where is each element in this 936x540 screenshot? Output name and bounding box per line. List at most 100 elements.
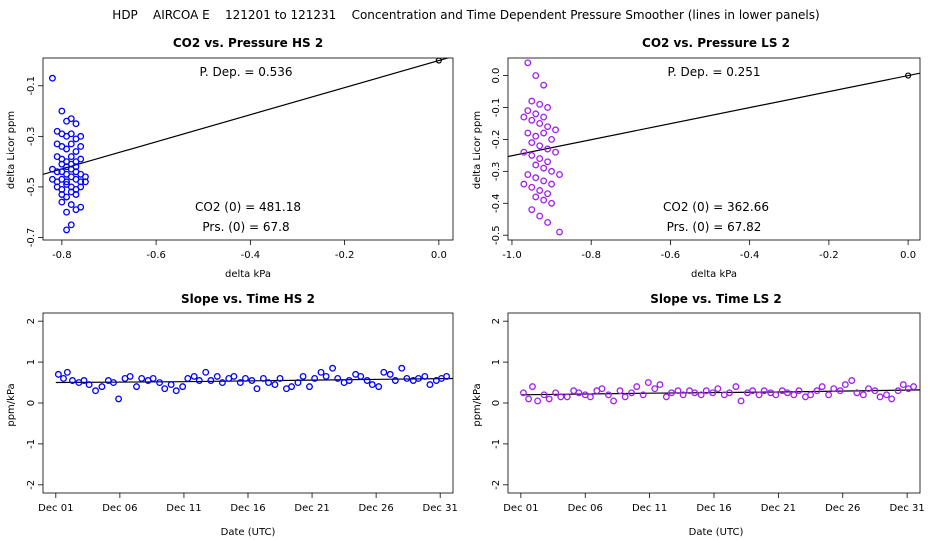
y-tick-label: -0.1	[26, 76, 37, 96]
y-tick-label: -0.5	[491, 225, 502, 245]
data-point	[536, 187, 544, 194]
data-point	[524, 129, 532, 137]
data-point	[656, 381, 664, 389]
data-point	[380, 368, 388, 376]
data-point	[172, 387, 180, 395]
data-point	[540, 81, 548, 89]
pressure-dependence-annotation: P. Dep. = 0.536	[199, 65, 292, 79]
y-tick-label: 0.0	[491, 68, 502, 84]
y-tick-label: -0.4	[491, 194, 502, 214]
data-point	[230, 372, 238, 380]
plot-area	[54, 364, 453, 403]
data-point	[610, 397, 618, 405]
x-tick-label: Dec 31	[423, 503, 458, 514]
data-point	[110, 379, 117, 386]
data-point	[575, 389, 583, 397]
data-point	[604, 391, 612, 399]
data-point	[299, 372, 307, 380]
data-point	[528, 151, 536, 159]
y-axis-label: ppm/kPa	[6, 383, 17, 426]
y-tick-label: -1	[491, 439, 502, 449]
data-point	[532, 161, 540, 169]
data-point	[726, 389, 733, 397]
data-point	[894, 387, 902, 395]
fit-line	[508, 72, 920, 158]
data-point	[276, 375, 284, 382]
pressure-zero-annotation: Prs. (0) = 67.8	[202, 220, 289, 234]
data-point	[72, 120, 80, 128]
y-tick-label: 0	[491, 400, 502, 406]
data-point	[248, 377, 256, 384]
data-point	[80, 377, 88, 384]
data-point	[749, 387, 757, 395]
data-point	[195, 377, 203, 384]
data-point	[63, 208, 71, 216]
x-tick-label: Dec 11	[632, 503, 667, 514]
plot-area	[508, 59, 920, 236]
data-point	[545, 395, 553, 403]
plot-frame	[42, 312, 454, 494]
data-point	[621, 393, 629, 401]
data-point	[628, 389, 636, 397]
data-point	[544, 145, 552, 153]
x-tick-label: -0.4	[241, 250, 261, 261]
x-axis-label: Date (UTC)	[221, 527, 276, 538]
plot-area	[520, 377, 920, 405]
data-point	[81, 178, 89, 186]
data-point	[836, 387, 844, 395]
data-point	[60, 375, 67, 382]
fit-line	[43, 58, 450, 175]
data-point	[363, 377, 371, 384]
data-point	[72, 206, 80, 214]
data-point	[85, 381, 93, 389]
data-point	[92, 387, 99, 395]
data-point	[536, 142, 544, 150]
data-point	[67, 153, 75, 161]
data-point	[540, 113, 548, 121]
pressure-dependence-annotation: P. Dep. = 0.251	[667, 65, 760, 79]
data-point	[534, 397, 542, 405]
data-point	[368, 381, 376, 389]
pressure-zero-annotation: Prs. (0) = 67.82	[667, 220, 762, 234]
data-point	[67, 221, 75, 229]
y-axis-label: delta Licor ppm	[6, 111, 17, 189]
y-tick-label: -0.3	[26, 127, 37, 147]
data-point	[548, 199, 556, 207]
panel-title: Slope vs. Time HS 2	[181, 292, 315, 306]
data-point	[674, 387, 682, 395]
data-point	[77, 183, 85, 191]
co2-intercept-annotation: CO2 (0) = 362.66	[663, 200, 769, 214]
data-point	[98, 383, 106, 391]
data-point	[67, 201, 75, 209]
co2-intercept-annotation: CO2 (0) = 481.18	[195, 200, 301, 214]
data-point	[528, 116, 536, 124]
x-tick-label: Dec 16	[696, 503, 731, 514]
data-point	[149, 375, 157, 382]
data-point	[668, 389, 675, 397]
data-point	[375, 383, 383, 391]
data-point	[391, 377, 399, 384]
data-point	[540, 129, 548, 137]
data-point	[865, 385, 872, 393]
data-point	[115, 395, 123, 403]
data-point	[853, 389, 861, 397]
data-point	[53, 168, 61, 176]
y-tick-label: -0.5	[26, 177, 37, 197]
data-point	[345, 377, 353, 384]
data-point	[702, 387, 710, 395]
smoother-line	[55, 377, 453, 384]
data-point	[271, 381, 279, 389]
data-point	[528, 183, 536, 191]
data-point	[426, 381, 434, 389]
origin-point	[905, 72, 912, 79]
data-point	[644, 379, 652, 386]
data-point	[218, 379, 226, 386]
data-point	[67, 140, 75, 148]
data-point	[691, 389, 699, 397]
y-tick-label: 2	[26, 318, 37, 324]
x-tick-label: -1.0	[502, 250, 522, 261]
data-point	[443, 372, 451, 380]
plot-frame	[42, 57, 454, 241]
data-point	[69, 377, 76, 384]
